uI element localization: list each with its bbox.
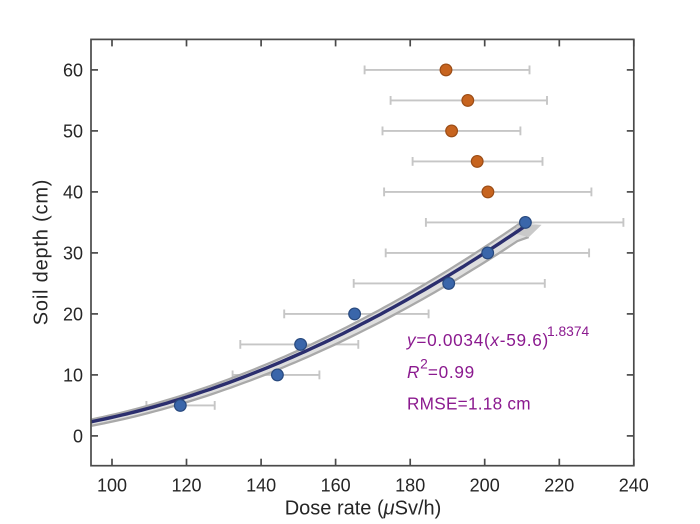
svg-text:200: 200 — [470, 476, 500, 496]
svg-text:180: 180 — [395, 476, 425, 496]
svg-text:220: 220 — [544, 476, 574, 496]
svg-text:Dose rate (μSv/h): Dose rate (μSv/h) — [285, 498, 442, 520]
svg-text:Soil depth (cm): Soil depth (cm) — [31, 179, 53, 326]
svg-text:50: 50 — [63, 121, 83, 141]
svg-text:20: 20 — [63, 304, 83, 324]
svg-text:30: 30 — [63, 243, 83, 263]
svg-text:160: 160 — [321, 476, 351, 496]
svg-text:10: 10 — [63, 365, 83, 385]
svg-text:240: 240 — [619, 476, 649, 496]
svg-text:140: 140 — [246, 476, 276, 496]
svg-text:40: 40 — [63, 182, 83, 202]
svg-text:60: 60 — [63, 60, 83, 80]
svg-text:120: 120 — [171, 476, 201, 496]
svg-text:R2=0.99: R2=0.99 — [407, 357, 475, 383]
svg-text:0: 0 — [73, 426, 83, 446]
svg-text:100: 100 — [97, 476, 127, 496]
svg-text:RMSE=1.18 cm: RMSE=1.18 cm — [407, 394, 531, 414]
